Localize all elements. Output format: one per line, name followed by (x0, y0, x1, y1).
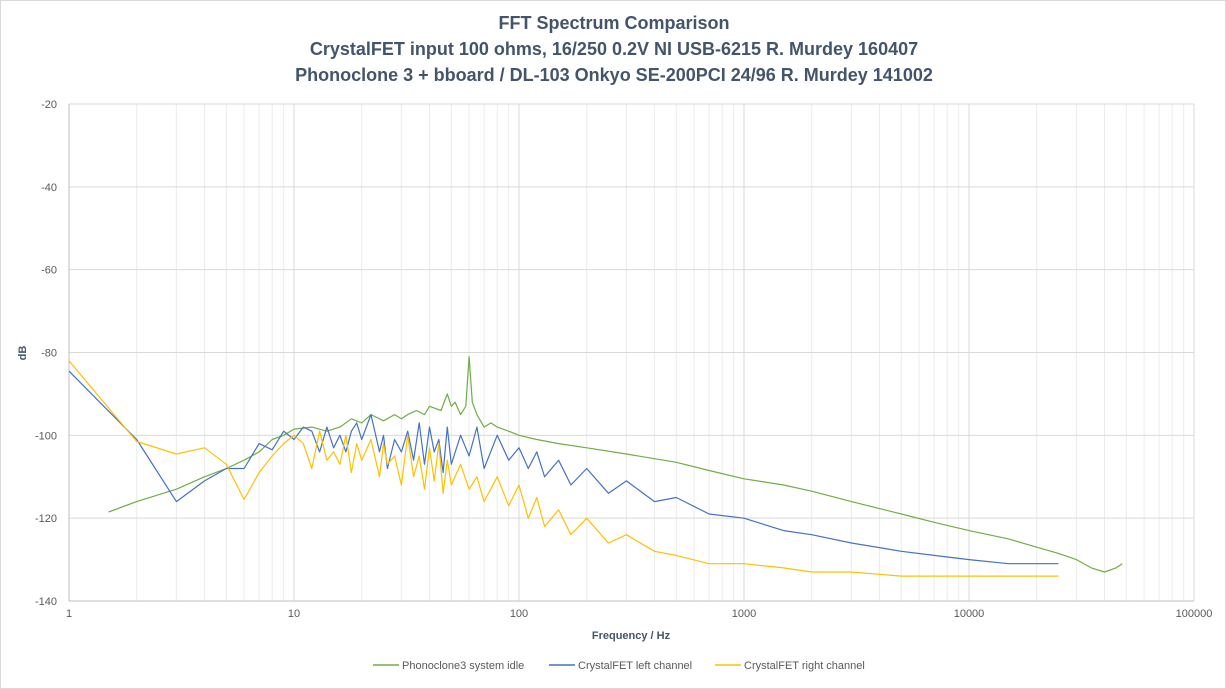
legend-label-3: CrystalFET right channel (744, 660, 865, 672)
y-tick-label: -100 (35, 430, 57, 442)
series-layer (68, 356, 1123, 577)
y-tick-label: -40 (41, 182, 57, 194)
chart-title: FFT Spectrum Comparison (498, 13, 730, 33)
x-tick-label: 10000 (954, 608, 985, 620)
series-line-2 (68, 370, 1059, 565)
y-tick-label: -80 (41, 348, 57, 360)
grid-layer (68, 103, 1195, 602)
axis-layer: 1 10 100 1000 10000 100000 -20 -40 -60 -80 -100 -12… (35, 99, 1212, 620)
y-tick-label: -20 (41, 99, 57, 111)
x-axis-title: Frequency / Hz (592, 630, 671, 642)
x-tick-label: 1 (66, 608, 72, 620)
legend-label-2: CrystalFET left channel (578, 660, 692, 672)
chart-subtitle-line-1: CrystalFET input 100 ohms, 16/250 0.2V N… (309, 39, 919, 59)
y-tick-label: -60 (41, 265, 57, 277)
y-axis-title: dB (17, 346, 29, 361)
x-tick-label: 1000 (732, 608, 756, 620)
legend-label-1: Phonoclone3 system idle (402, 660, 524, 672)
x-tick-label: 100 (510, 608, 528, 620)
y-tick-label: -140 (35, 596, 57, 608)
y-tick-label: -120 (35, 513, 57, 525)
series-line-3 (68, 360, 1059, 577)
x-tick-label: 100000 (1176, 608, 1213, 620)
legend: Phonoclone3 system idle CrystalFET left c… (373, 660, 865, 672)
chart-subtitle-line-2: Phonoclone 3 + bboard / DL-103 Onkyo SE-… (295, 65, 933, 85)
x-tick-label: 10 (288, 608, 300, 620)
